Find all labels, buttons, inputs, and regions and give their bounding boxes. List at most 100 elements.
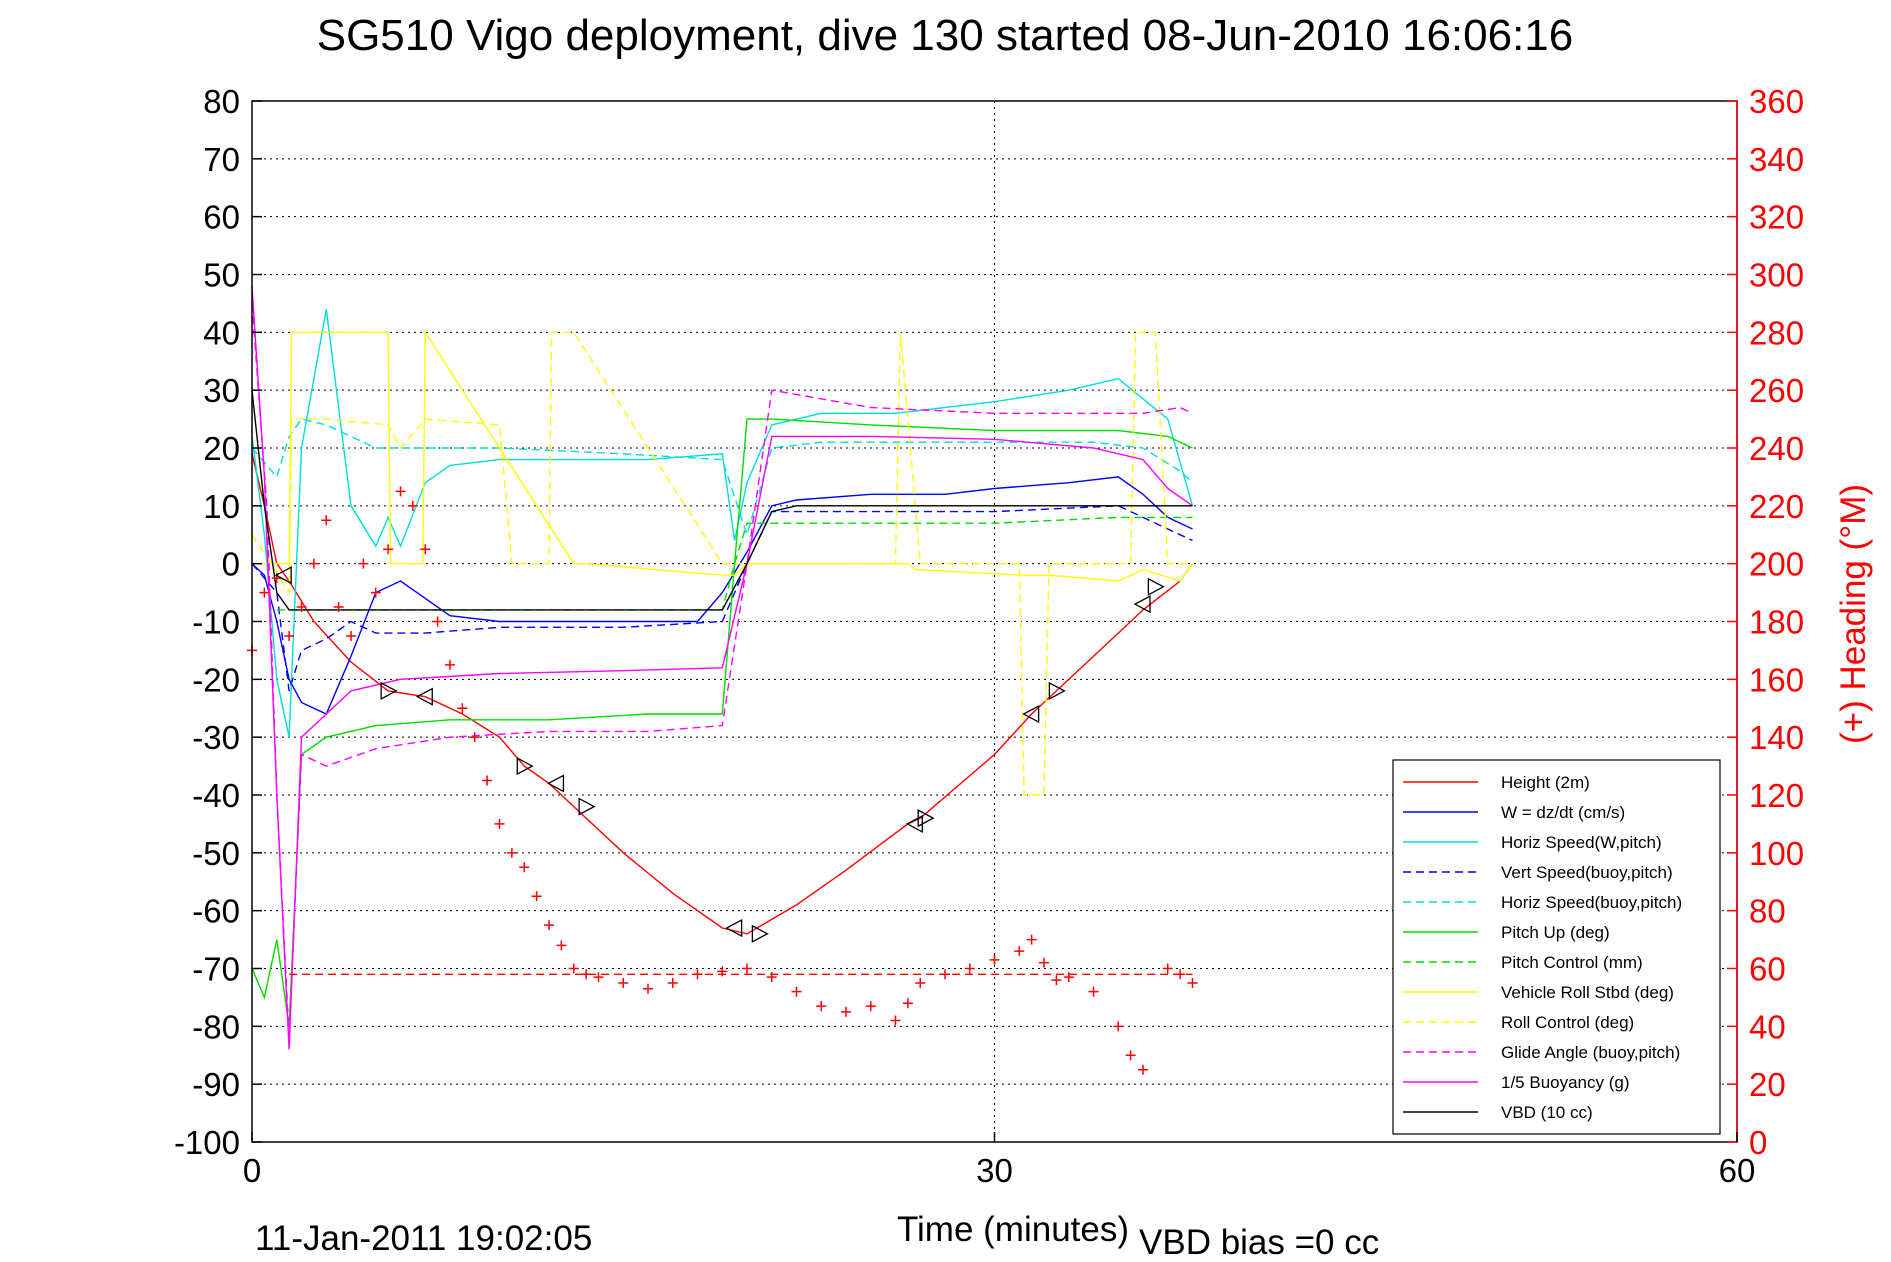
series-heading <box>247 486 1198 1075</box>
series-w-dz-dt-cm-s <box>251 476 1193 715</box>
heading-point <box>494 818 505 829</box>
left-tick-label: -70 <box>192 951 240 988</box>
right-tick-label: 60 <box>1749 951 1786 988</box>
heading-point <box>964 963 975 974</box>
series-horiz-speed-w-pitch <box>251 309 1194 738</box>
triangle-marker <box>516 756 534 776</box>
left-tick-label: -90 <box>192 1066 240 1103</box>
triangle-marker <box>415 687 433 706</box>
left-tick-label: -60 <box>192 893 240 930</box>
heading-point <box>865 1001 876 1012</box>
right-tick-label: 300 <box>1749 257 1804 294</box>
left-tick-label: 30 <box>203 372 240 409</box>
heading-point <box>1125 1050 1136 1061</box>
left-tick-label: 70 <box>203 141 240 178</box>
left-tick-label: 0 <box>222 546 240 583</box>
heading-point <box>457 703 468 714</box>
left-tick-label: -80 <box>192 1008 240 1045</box>
heading-point <box>618 977 629 988</box>
heading-point <box>890 1015 901 1026</box>
x-axis-label: Time (minutes) <box>897 1210 1129 1249</box>
left-tick-label: -10 <box>192 604 240 641</box>
heading-point <box>593 972 604 983</box>
x-axis: 0 30 60 <box>243 1132 1756 1189</box>
left-tick-label: 80 <box>203 83 240 120</box>
legend-label: Height (2m) <box>1501 773 1590 792</box>
series-horiz-speed-buoy-pitch <box>251 418 1193 538</box>
left-tick-label: -100 <box>174 1124 240 1161</box>
heading-point <box>1051 975 1062 986</box>
heading-point <box>1187 977 1198 988</box>
heading-point <box>915 977 926 988</box>
heading-point <box>816 1001 827 1012</box>
vbd-bias-footer: VBD bias =0 cc <box>1139 1223 1379 1262</box>
triangle-marker <box>1133 595 1151 614</box>
heading-point <box>346 630 356 641</box>
right-tick-label: 160 <box>1749 661 1804 698</box>
legend-label: W = dz/dt (cm/s) <box>1501 803 1625 822</box>
right-tick-label: 360 <box>1749 83 1804 120</box>
legend-label: 1/5 Buoyancy (g) <box>1501 1073 1630 1092</box>
heading-point <box>259 587 270 598</box>
series-vbd-10-cc <box>251 390 1193 611</box>
heading-point <box>643 983 653 994</box>
heading-point <box>420 544 431 555</box>
left-tick-label: 40 <box>203 314 240 351</box>
heading-point <box>296 602 307 613</box>
triangle-marker <box>1048 681 1066 700</box>
heading-point <box>1162 963 1173 974</box>
x-tick-label: 60 <box>1719 1152 1756 1189</box>
heading-point <box>333 602 344 613</box>
right-tick-label: 140 <box>1749 719 1804 756</box>
heading-point <box>742 963 752 974</box>
legend-box <box>1392 759 1721 1135</box>
heading-point <box>1026 934 1037 945</box>
heading-point <box>667 977 678 988</box>
heading-point <box>544 920 554 931</box>
heading-point <box>482 775 493 786</box>
triangle-marker <box>725 918 743 938</box>
series-height-2m <box>251 453 1194 935</box>
legend-label: VBD (10 cc) <box>1501 1103 1593 1122</box>
triangle-marker <box>1147 577 1165 596</box>
legend-label: Pitch Up (deg) <box>1501 923 1610 942</box>
heading-point <box>469 732 480 743</box>
heading-point <box>506 847 517 858</box>
heading-point <box>556 940 567 951</box>
heading-point <box>791 986 802 997</box>
heading-point <box>1113 1021 1124 1032</box>
x-tick-label: 30 <box>976 1152 1013 1189</box>
heading-point <box>902 998 913 1009</box>
heading-point <box>1138 1064 1148 1075</box>
left-tick-label: 20 <box>203 430 240 467</box>
series-vehicle-roll-stbd-deg <box>252 329 1194 582</box>
triangle-marker <box>917 809 935 828</box>
triangle-marker <box>274 566 292 585</box>
triangle-marker <box>578 797 596 816</box>
heading-point <box>1088 986 1099 997</box>
heading-point <box>989 954 1000 965</box>
left-tick-label: 10 <box>203 488 240 525</box>
heading-point <box>568 963 579 974</box>
series-vert-speed-buoy-pitch <box>251 505 1193 692</box>
right-tick-label: 20 <box>1749 1066 1786 1103</box>
heading-point <box>1014 946 1025 957</box>
heading-point <box>407 500 418 511</box>
legend-label: Vert Speed(buoy,pitch) <box>1501 863 1673 882</box>
left-tick-label: 50 <box>203 257 240 294</box>
legend-label: Pitch Control (mm) <box>1501 953 1643 972</box>
heading-point <box>432 616 443 627</box>
heading-point <box>1063 972 1074 983</box>
heading-point <box>383 544 394 555</box>
right-tick-label: 40 <box>1749 1008 1786 1045</box>
heading-point <box>395 486 406 497</box>
marker-layer <box>274 566 1165 943</box>
right-tick-label: 0 <box>1749 1124 1767 1161</box>
triangle-marker <box>547 774 565 793</box>
right-tick-label: 120 <box>1749 777 1804 814</box>
right-tick-label: 240 <box>1749 430 1804 467</box>
right-tick-label: 220 <box>1749 488 1804 525</box>
heading-point <box>284 630 295 641</box>
right-axis: 3603403203002802602402202001801601401201… <box>1727 83 1804 1161</box>
heading-point <box>370 587 381 598</box>
